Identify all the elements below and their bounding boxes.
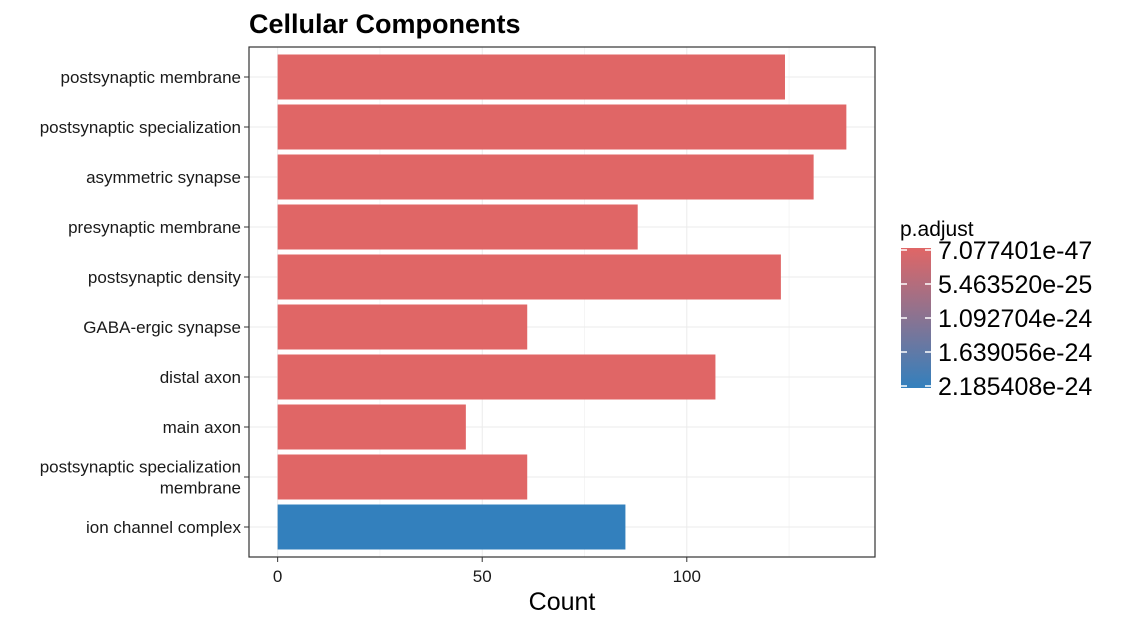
legend-ticks: 7.077401e-47 5.463520e-25 1.092704e-24 1.63…	[901, 237, 1092, 401]
legend-label: 2.185408e-24	[938, 373, 1092, 401]
y-tick-label: postsynaptic specialization	[40, 118, 241, 137]
legend-title: p.adjust	[900, 218, 974, 241]
x-tick-label: 100	[673, 567, 701, 586]
x-tick-label: 0	[273, 567, 282, 586]
legend-label: 1.092704e-24	[938, 305, 1092, 333]
y-tick-label: GABA-ergic synapse	[83, 318, 241, 337]
legend: p.adjust 7.077401e-47 5.463520e-25 1.09270…	[900, 218, 1092, 401]
y-tick-label: main axon	[163, 418, 241, 437]
bar	[277, 254, 781, 300]
bars-group	[277, 54, 847, 550]
y-tick-label: distal axon	[160, 368, 241, 387]
y-tick-label: postsynaptic specialization	[40, 458, 241, 477]
chart-title: Cellular Components	[249, 9, 521, 39]
plot-border	[248, 46, 876, 558]
x-axis: 0 50 100	[273, 557, 701, 586]
x-tick-label: 50	[473, 567, 492, 586]
y-tick-label: ion channel complex	[86, 518, 241, 537]
bar	[277, 204, 638, 250]
x-axis-label: Count	[529, 588, 596, 616]
y-tick-label: membrane	[160, 479, 241, 498]
bar	[277, 404, 466, 450]
y-axis: postsynaptic membrane postsynaptic specia…	[40, 68, 249, 537]
bar	[277, 454, 528, 500]
y-tick-label: postsynaptic membrane	[61, 68, 241, 87]
legend-label: 7.077401e-47	[938, 237, 1092, 265]
y-tick-label: presynaptic membrane	[68, 218, 241, 237]
legend-label: 5.463520e-25	[938, 271, 1092, 299]
bar	[277, 354, 716, 400]
y-tick-label: postsynaptic density	[88, 268, 242, 287]
bar	[277, 154, 814, 200]
y-tick-label: asymmetric synapse	[86, 168, 241, 187]
bar	[277, 54, 785, 100]
legend-label: 1.639056e-24	[938, 339, 1092, 367]
bar	[277, 504, 626, 550]
bar	[277, 104, 847, 150]
bar	[277, 304, 528, 350]
